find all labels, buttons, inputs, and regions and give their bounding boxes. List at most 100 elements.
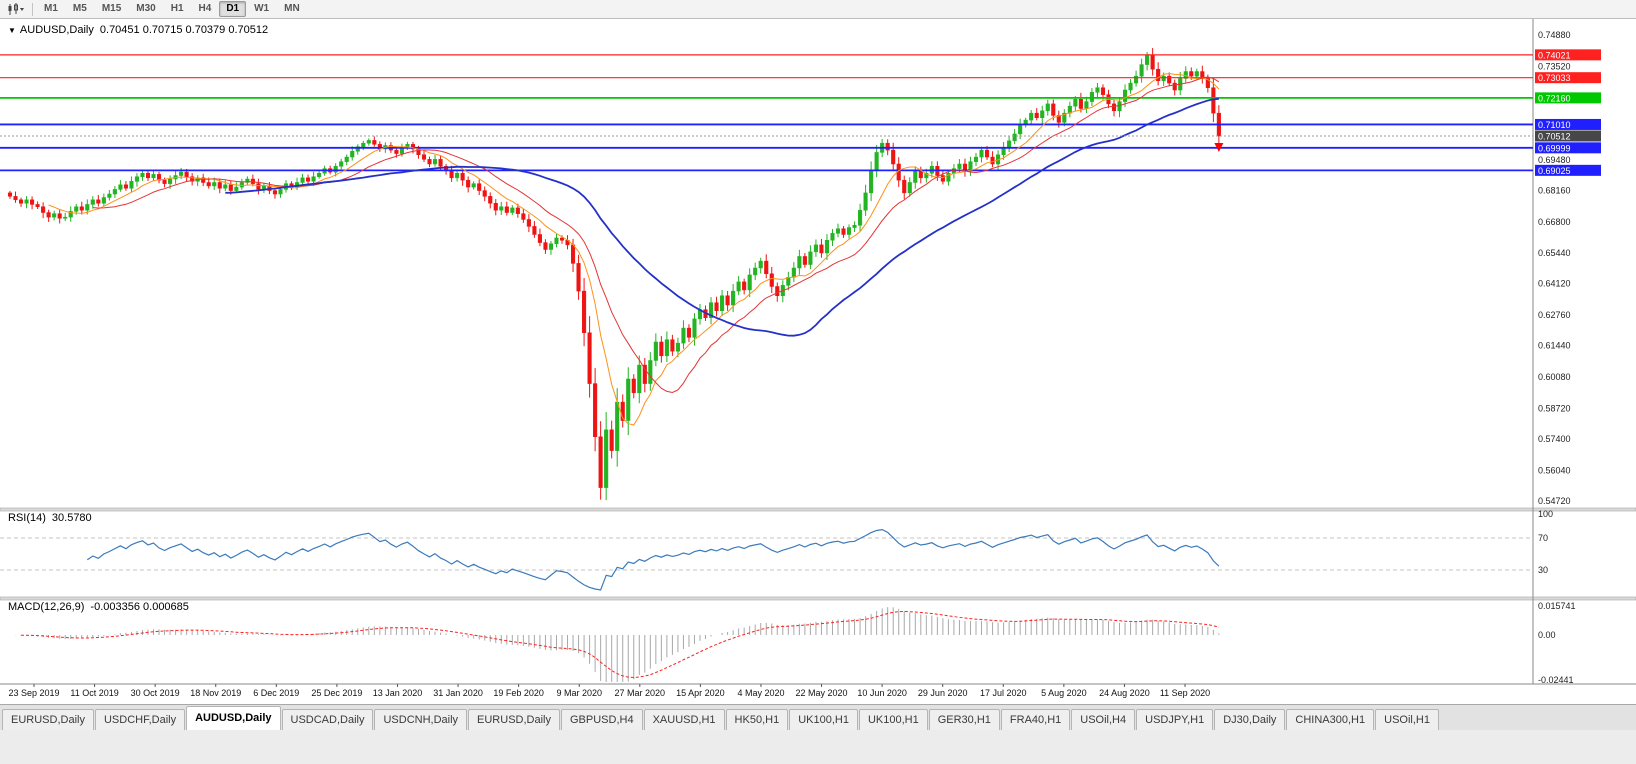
svg-text:0.65440: 0.65440: [1538, 248, 1571, 258]
timeframe-toolbar: M1 M5 M15 M30 H1 H4 D1 W1 MN: [0, 0, 1636, 19]
timeframe-button-h1[interactable]: H1: [170, 3, 184, 14]
time-axis[interactable]: 23 Sep 2019 11 Oct 2019 30 Oct 2019 18 Nov …: [8, 684, 1210, 698]
svg-text:23 Sep 2019: 23 Sep 2019: [8, 688, 59, 698]
chart-tab-uk100-h1[interactable]: UK100,H1: [789, 709, 858, 730]
chart-tab-eurusd-daily[interactable]: EURUSD,Daily: [2, 709, 94, 730]
svg-text:27 Mar 2020: 27 Mar 2020: [615, 688, 666, 698]
chart-tab-hk50-h1[interactable]: HK50,H1: [725, 709, 789, 730]
chart-tab-usoil-h1[interactable]: USOil,H1: [1375, 709, 1439, 730]
svg-text:0.69999: 0.69999: [1538, 143, 1571, 153]
chart-tab-gbpusd-h4[interactable]: GBPUSD,H4: [561, 709, 643, 730]
svg-text:0.00: 0.00: [1538, 630, 1556, 640]
svg-text:11 Sep 2020: 11 Sep 2020: [1160, 688, 1210, 698]
svg-text:70: 70: [1538, 533, 1548, 543]
timeframe-button-d1[interactable]: D1: [219, 1, 247, 17]
svg-text:11 Oct 2019: 11 Oct 2019: [70, 688, 118, 698]
window-bottom-strip: [0, 730, 1636, 764]
svg-text:17 Jul 2020: 17 Jul 2020: [980, 688, 1027, 698]
chart-tab-usdcnh-daily[interactable]: USDCNH,Daily: [374, 709, 468, 730]
svg-text:31 Jan 2020: 31 Jan 2020: [433, 688, 483, 698]
chart-tab-usdcad-daily[interactable]: USDCAD,Daily: [281, 709, 374, 730]
svg-text:4 May 2020: 4 May 2020: [737, 688, 784, 698]
svg-text:0.69025: 0.69025: [1538, 166, 1571, 176]
chart-region: 0.74880 0.73520 0.69480 0.68160 0.66800 0.654…: [0, 19, 1636, 705]
svg-text:10 Jun 2020: 10 Jun 2020: [857, 688, 907, 698]
svg-text:0.57400: 0.57400: [1538, 434, 1571, 444]
chart-tab-audusd-daily[interactable]: AUDUSD,Daily: [186, 706, 281, 730]
svg-text:0.74021: 0.74021: [1538, 50, 1571, 60]
svg-text:0.73033: 0.73033: [1538, 73, 1571, 83]
svg-text:9 Mar 2020: 9 Mar 2020: [556, 688, 602, 698]
svg-text:15 Apr 2020: 15 Apr 2020: [676, 688, 725, 698]
svg-text:22 May 2020: 22 May 2020: [796, 688, 848, 698]
svg-text:30 Oct 2019: 30 Oct 2019: [131, 688, 180, 698]
chart-tab-uk100-h1[interactable]: UK100,H1: [858, 709, 928, 730]
svg-text:29 Jun 2020: 29 Jun 2020: [918, 688, 968, 698]
timeframe-button-m1[interactable]: M1: [44, 3, 58, 14]
svg-text:0.62760: 0.62760: [1538, 310, 1571, 320]
rsi-label: RSI(14): [8, 512, 46, 524]
svg-text:0.72160: 0.72160: [1538, 93, 1571, 103]
rsi-value: 30.5780: [51, 512, 92, 524]
svg-text:0.60080: 0.60080: [1538, 372, 1571, 382]
macd-pane[interactable]: 0.015741 0.00 -0.02441: [15, 601, 1576, 685]
chart-canvas[interactable]: 0.74880 0.73520 0.69480 0.68160 0.66800 0.654…: [0, 19, 1636, 704]
macd-label: MACD(12,26,9): [8, 601, 85, 613]
svg-text:25 Dec 2019: 25 Dec 2019: [311, 688, 362, 698]
svg-text:30: 30: [1538, 565, 1548, 575]
svg-text:100: 100: [1538, 509, 1553, 519]
pane-separator[interactable]: [0, 507, 1636, 512]
chart-tab-usoil-h4[interactable]: USOil,H4: [1071, 709, 1136, 730]
chart-tab-fra40-h1[interactable]: FRA40,H1: [1000, 709, 1071, 730]
svg-text:0.73520: 0.73520: [1538, 61, 1571, 71]
candlestick-chart-icon[interactable]: [4, 2, 28, 17]
chart-tab-usdchf-daily[interactable]: USDCHF,Daily: [94, 709, 186, 730]
svg-text:5 Aug 2020: 5 Aug 2020: [1041, 688, 1087, 698]
chart-tab-xauusd-h1[interactable]: XAUUSD,H1: [643, 709, 725, 730]
chart-tabs-bar: EURUSD,Daily USDCHF,Daily AUDUSD,Daily USDC…: [0, 704, 1636, 730]
svg-text:19 Feb 2020: 19 Feb 2020: [493, 688, 544, 698]
svg-text:0.015741: 0.015741: [1538, 601, 1576, 611]
timeframe-button-h4[interactable]: H4: [198, 3, 212, 14]
rsi-pane[interactable]: 100 70 30: [0, 509, 1553, 591]
svg-text:13 Jan 2020: 13 Jan 2020: [373, 688, 423, 698]
collapse-indicator-icon[interactable]: ▼: [8, 26, 16, 35]
svg-text:0.66800: 0.66800: [1538, 217, 1571, 227]
timeframe-button-m30[interactable]: M30: [136, 3, 156, 14]
chart-tab-usdjpy-h1[interactable]: USDJPY,H1: [1136, 709, 1214, 730]
candlestick-series: [7, 48, 1221, 501]
timeframe-button-m5[interactable]: M5: [72, 3, 87, 14]
chart-title: ▼ AUDUSD,Daily 0.70451 0.70715 0.70379 0.7…: [8, 24, 268, 36]
svg-text:0.71010: 0.71010: [1538, 120, 1571, 130]
svg-text:0.56040: 0.56040: [1538, 465, 1571, 475]
svg-text:0.70512: 0.70512: [1538, 131, 1571, 141]
chart-tab-ger30-h1[interactable]: GER30,H1: [928, 709, 1000, 730]
svg-text:0.61440: 0.61440: [1538, 341, 1571, 351]
svg-text:0.74880: 0.74880: [1538, 30, 1571, 40]
horizontal-level-lines[interactable]: [0, 54, 1533, 172]
chart-tab-eurusd-daily[interactable]: EURUSD,Daily: [468, 709, 560, 730]
svg-text:-0.02441: -0.02441: [1538, 675, 1574, 685]
timeframe-button-m15[interactable]: M15: [101, 3, 122, 14]
svg-text:18 Nov 2019: 18 Nov 2019: [190, 688, 241, 698]
timeframe-button-mn[interactable]: MN: [284, 3, 300, 14]
sell-arrow-icon: [1214, 143, 1224, 152]
svg-text:0.68160: 0.68160: [1538, 185, 1571, 195]
timeframe-button-w1[interactable]: W1: [254, 3, 270, 14]
chart-symbol-period: AUDUSD,Daily: [19, 24, 94, 36]
price-axis[interactable]: 0.74880 0.73520 0.69480 0.68160 0.66800 0.654…: [1535, 30, 1601, 506]
svg-text:0.54720: 0.54720: [1538, 496, 1571, 506]
chart-tab-china300-h1[interactable]: CHINA300,H1: [1286, 709, 1375, 730]
macd-indicator-title: MACD(12,26,9) -0.003356 0.000685: [8, 601, 189, 613]
chart-tab-dj30-daily[interactable]: DJ30,Daily: [1214, 709, 1286, 730]
svg-text:6 Dec 2019: 6 Dec 2019: [253, 688, 299, 698]
rsi-indicator-title: RSI(14) 30.5780: [8, 512, 92, 524]
timeframe-buttons: M1 M5 M15 M30 H1 H4 D1 W1 MN: [37, 1, 308, 17]
pane-separator[interactable]: [0, 596, 1636, 601]
svg-text:24 Aug 2020: 24 Aug 2020: [1099, 688, 1150, 698]
toolbar-separator: [32, 2, 33, 16]
chart-ohlc-values: 0.70451 0.70715 0.70379 0.70512: [99, 24, 269, 36]
svg-text:0.69480: 0.69480: [1538, 155, 1571, 165]
svg-text:0.58720: 0.58720: [1538, 404, 1571, 414]
